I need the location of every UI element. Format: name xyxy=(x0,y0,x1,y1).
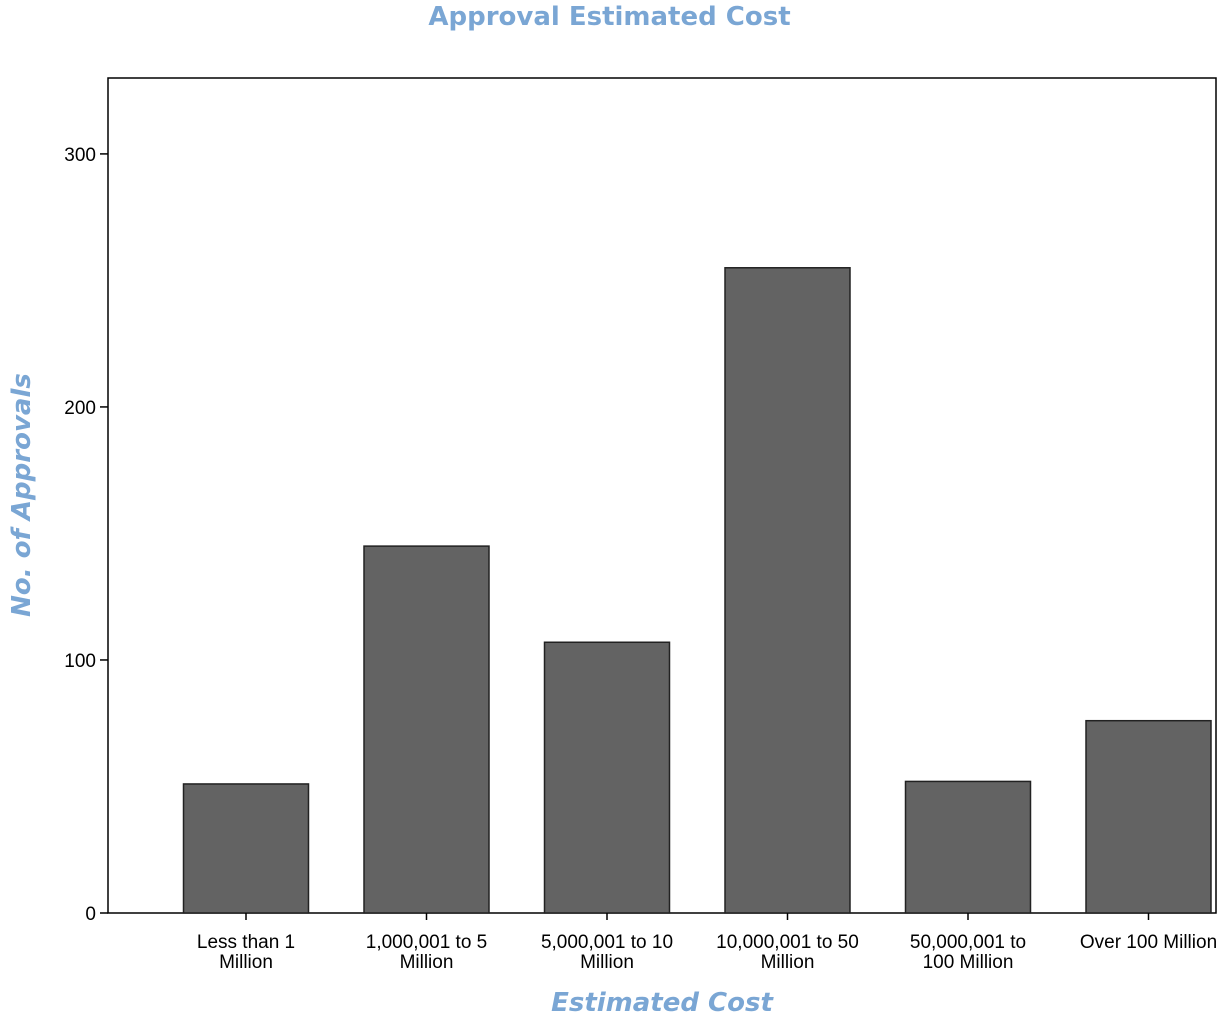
x-tick-label: Less than 1 xyxy=(197,932,295,953)
y-tick-label: 0 xyxy=(85,904,96,925)
x-tick-label: Million xyxy=(400,952,454,973)
x-tick-label: 50,000,001 to xyxy=(910,932,1026,953)
bar xyxy=(543,641,671,914)
x-tick-label: 1,000,001 to 5 xyxy=(366,932,488,953)
x-tick-label: 10,000,001 to 50 xyxy=(716,932,859,953)
x-tick-label: Million xyxy=(580,952,634,973)
bar xyxy=(724,267,851,914)
bar xyxy=(1085,719,1212,914)
y-tick-label: 200 xyxy=(64,398,96,419)
y-tick-label: 100 xyxy=(64,651,96,672)
x-axis-title: Estimated Cost xyxy=(551,988,773,1018)
x-tick-label: Over 100 Million xyxy=(1080,932,1217,953)
bar xyxy=(182,783,310,914)
bar xyxy=(904,780,1032,914)
y-tick-label: 300 xyxy=(64,145,96,166)
x-tick-label: 100 Million xyxy=(923,952,1014,973)
bar xyxy=(363,545,490,914)
chart-title: Approval Estimated Cost xyxy=(428,2,791,32)
x-tick-label: 5,000,001 to 10 xyxy=(541,932,673,953)
x-tick-label: Million xyxy=(761,952,815,973)
x-tick-label: Million xyxy=(219,952,273,973)
